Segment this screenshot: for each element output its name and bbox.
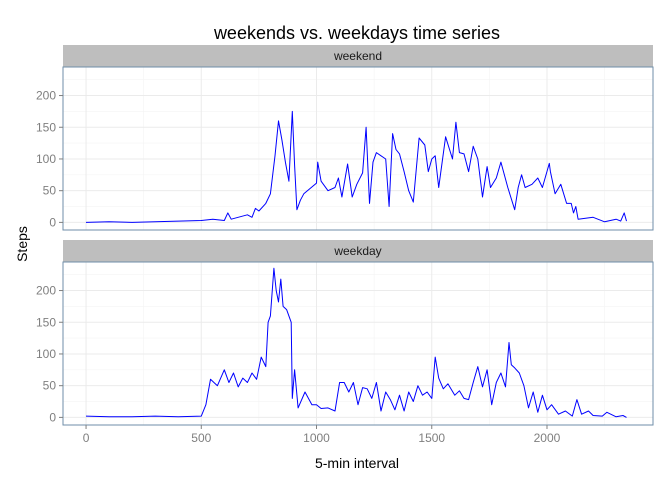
series-line-weekday — [85, 267, 627, 418]
strip-background — [63, 45, 653, 67]
x-tick-label: 2000 — [534, 431, 561, 445]
x-tick-label: 1000 — [303, 431, 330, 445]
panel-border — [62, 66, 654, 231]
strip-label: weekday — [333, 244, 381, 258]
panel-weekday: weekday 0 50 100 150 200 — [36, 240, 654, 426]
y-tick-label: 50 — [43, 379, 57, 393]
panel-weekend: weekend 0 50 100 150 200 — [36, 45, 654, 231]
y-tick-label: 200 — [36, 284, 56, 298]
series-line-weekend — [85, 110, 627, 223]
x-axis-title: 5-min interval — [315, 455, 399, 471]
x-tick-label: 1500 — [418, 431, 445, 445]
y-tick-label: 50 — [43, 184, 57, 198]
strip-background — [63, 240, 653, 262]
y-tick-label: 150 — [36, 120, 56, 134]
y-axis-title: Steps — [14, 226, 30, 262]
chart-title: weekends vs. weekdays time series — [213, 23, 500, 43]
y-tick-label: 100 — [36, 347, 56, 361]
y-tick-label: 0 — [49, 215, 56, 229]
x-tick-label: 500 — [191, 431, 211, 445]
strip-label: weekend — [333, 49, 382, 63]
y-tick-label: 0 — [49, 410, 56, 424]
y-tick-label: 200 — [36, 89, 56, 103]
y-tick-label: 100 — [36, 152, 56, 166]
panel-border — [62, 261, 654, 426]
x-tick-label: 0 — [83, 431, 90, 445]
y-tick-label: 150 — [36, 315, 56, 329]
